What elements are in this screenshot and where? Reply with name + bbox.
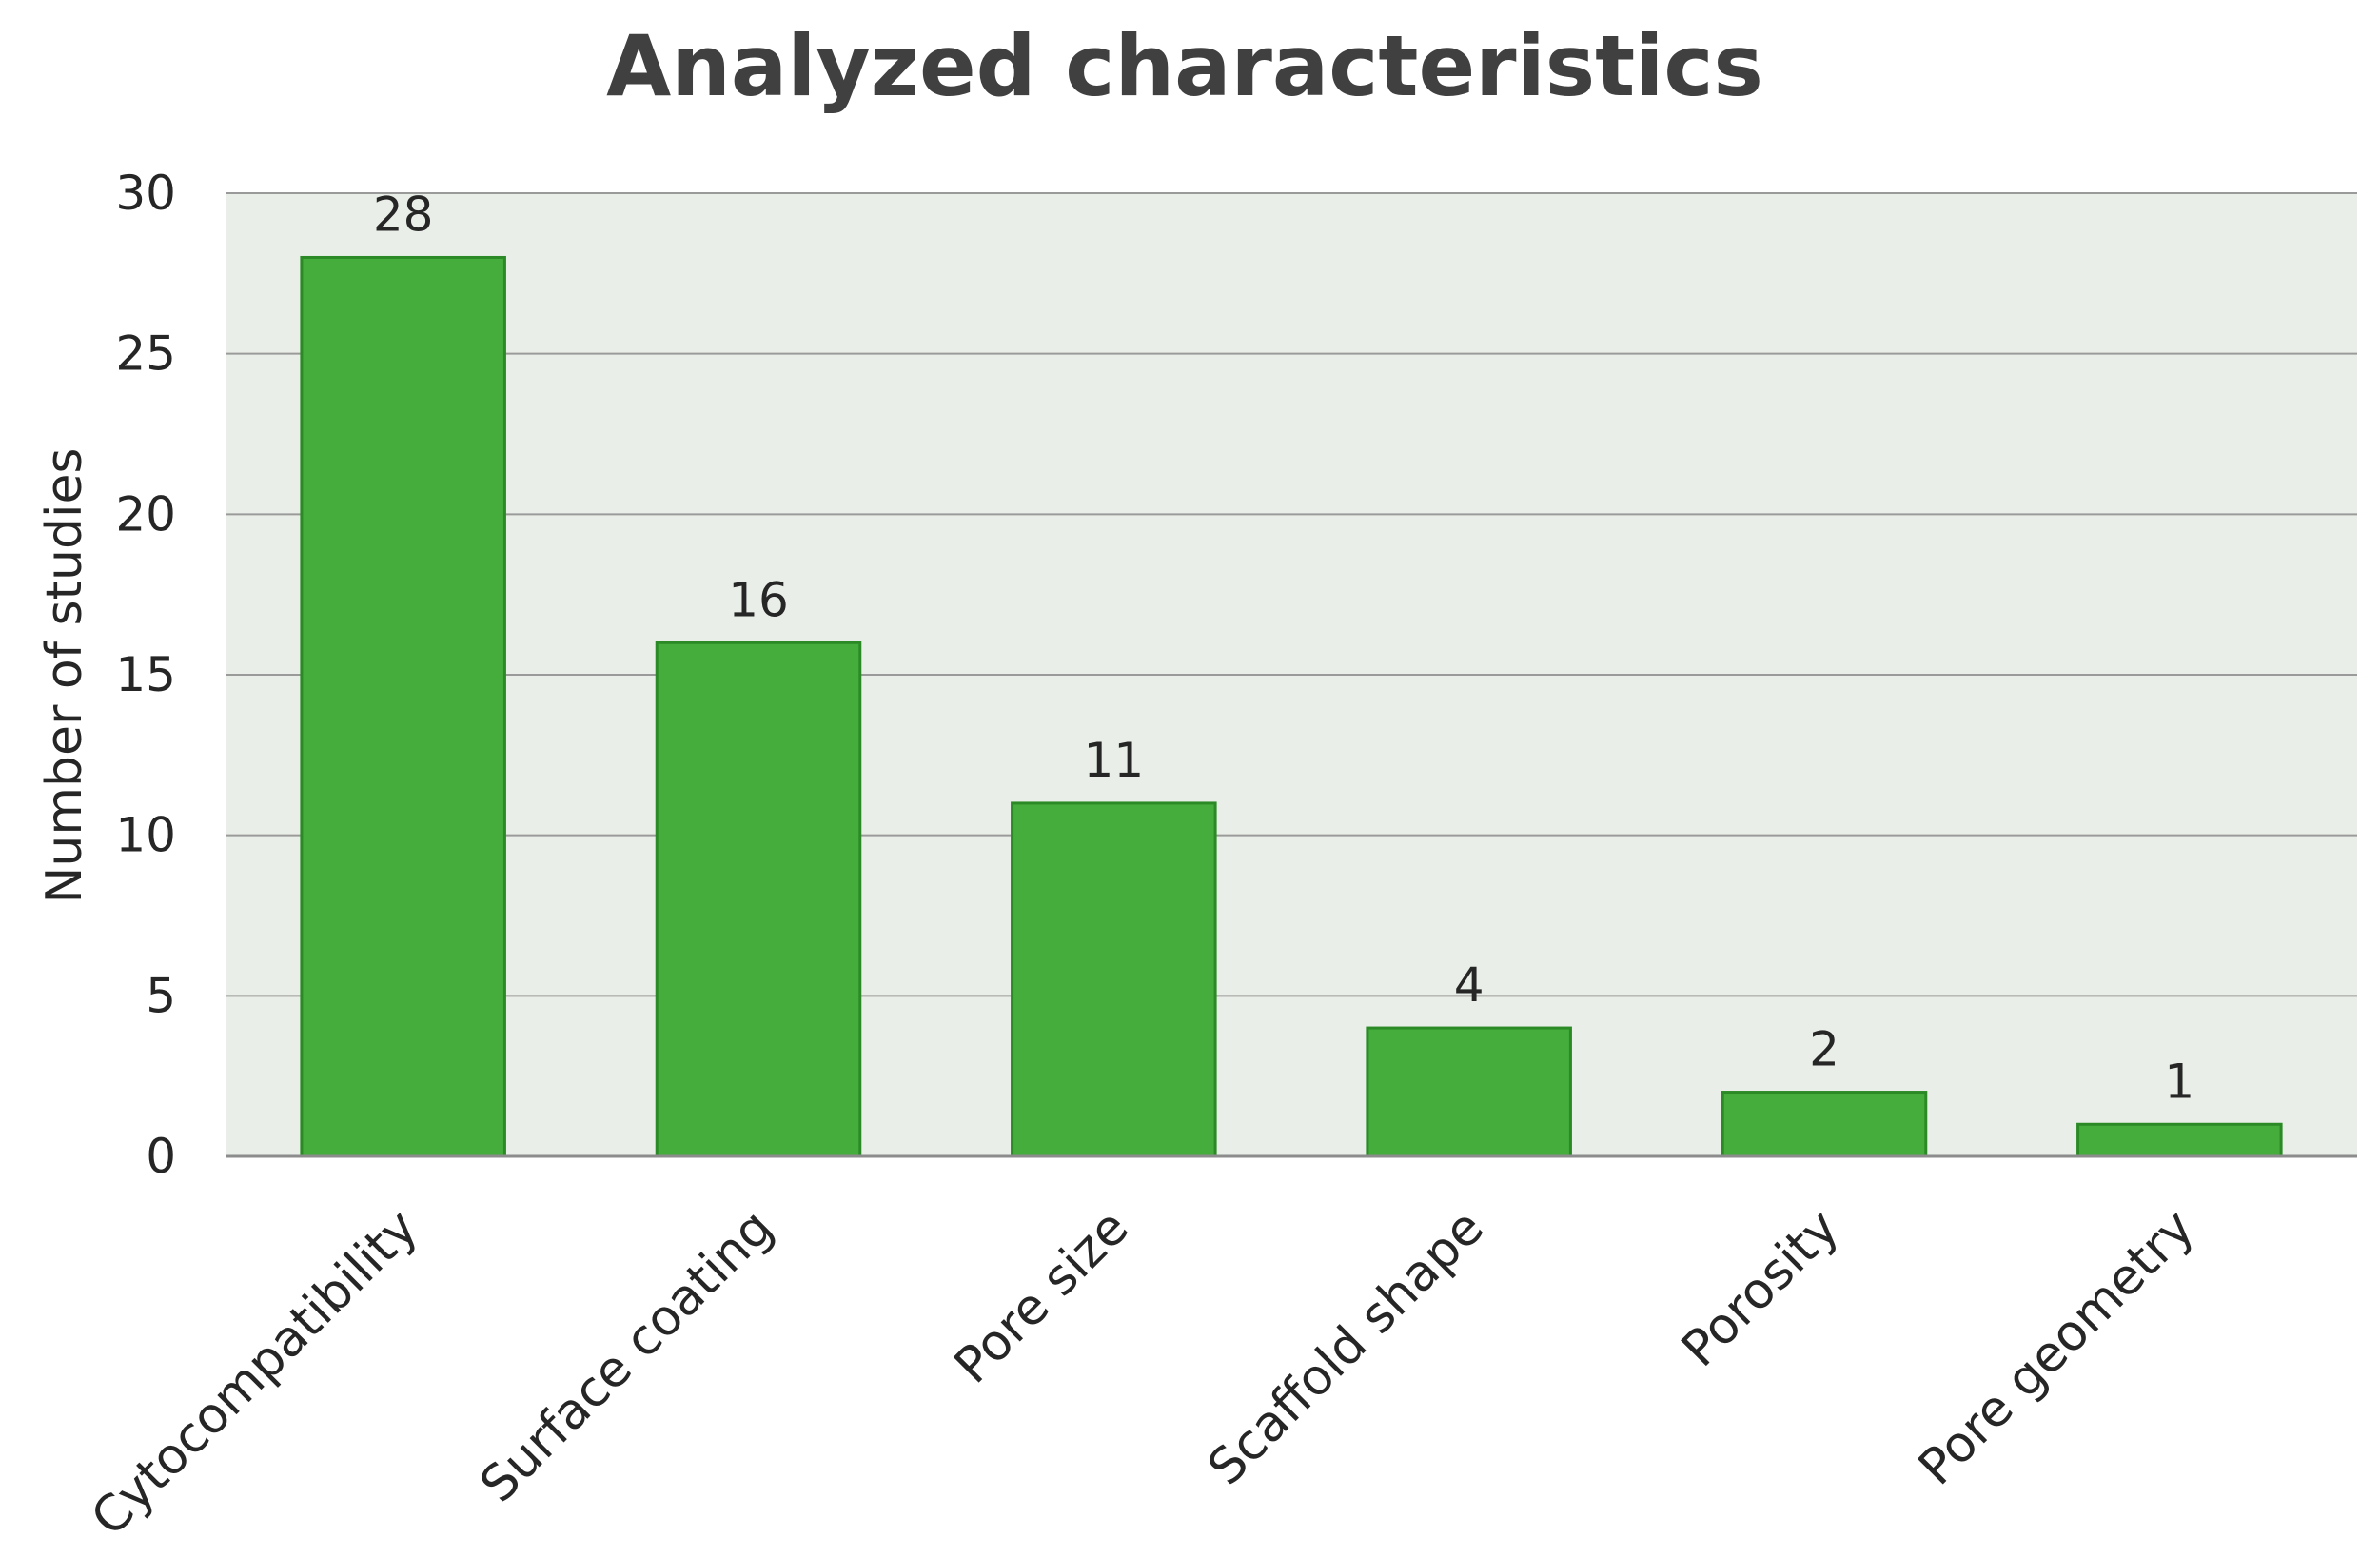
bar bbox=[2076, 1122, 2283, 1158]
x-axis-categories: Cytocompatibility Surface coating Pore siz… bbox=[81, 1199, 2206, 1548]
x-category-label: Porosity bbox=[1671, 1199, 1850, 1378]
data-labels: 28 16 11 4 2 1 bbox=[373, 187, 2194, 1109]
data-label: 4 bbox=[1454, 957, 1485, 1013]
y-tick-label: 10 bbox=[115, 808, 176, 863]
x-category-label: Pore geometry bbox=[1908, 1199, 2206, 1497]
y-tick-label: 15 bbox=[115, 647, 176, 702]
data-label: 1 bbox=[2164, 1054, 2194, 1109]
y-tick-label: 25 bbox=[115, 326, 176, 382]
y-tick-label: 30 bbox=[115, 166, 176, 221]
y-tick-label: 0 bbox=[146, 1129, 176, 1184]
y-tick-label: 20 bbox=[115, 486, 176, 542]
data-label: 11 bbox=[1084, 733, 1145, 788]
data-label: 2 bbox=[1809, 1022, 1839, 1077]
bars bbox=[300, 255, 2283, 1158]
x-category-label: Pore size bbox=[944, 1199, 1140, 1395]
gridlines bbox=[226, 192, 2357, 997]
bar bbox=[1366, 1026, 1572, 1158]
bar bbox=[1011, 801, 1217, 1158]
y-tick-label: 5 bbox=[146, 968, 176, 1023]
x-category-label: Cytocompatibility bbox=[81, 1199, 429, 1548]
bar bbox=[655, 641, 862, 1158]
x-category-label: Surface coating bbox=[469, 1199, 784, 1514]
data-label: 28 bbox=[373, 187, 434, 242]
x-category-label: Scaffold shape bbox=[1197, 1199, 1495, 1497]
y-axis-ticks: 0 5 10 15 20 25 30 bbox=[115, 166, 176, 1184]
bar bbox=[300, 255, 506, 1158]
bar bbox=[1721, 1091, 1928, 1158]
data-label: 16 bbox=[728, 572, 789, 627]
chart-title: Analyzed characteristics bbox=[606, 17, 1763, 115]
y-axis-title: Number of studies bbox=[36, 447, 93, 903]
